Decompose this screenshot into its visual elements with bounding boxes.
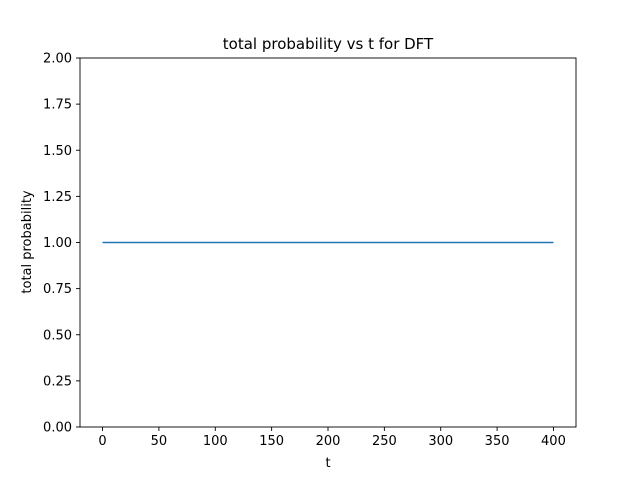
x-tick-label: 350 (485, 434, 510, 449)
y-tick-label: 1.00 (43, 236, 72, 251)
x-tick-label: 400 (541, 434, 566, 449)
plot-area (79, 57, 577, 428)
y-axis-label: total probability (20, 190, 35, 294)
x-tick-label: 200 (316, 434, 341, 449)
y-tick-label: 0.25 (43, 374, 72, 389)
x-tick-label: 50 (151, 434, 168, 449)
x-tick-label: 250 (372, 434, 397, 449)
chart-title: total probability vs t for DFT (223, 35, 434, 53)
y-tick-label: 2.00 (43, 52, 72, 67)
y-tick-label: 1.75 (43, 98, 72, 113)
x-tick-label: 300 (428, 434, 453, 449)
axis-ticks: 0 50 100 150 200 250 300 350 400 0.00 0.25 0.50 0.75… (43, 52, 566, 450)
y-tick-label: 0.00 (43, 421, 72, 436)
y-tick-label: 0.50 (43, 328, 72, 343)
x-tick-label: 0 (98, 434, 106, 449)
y-tick-label: 0.75 (43, 282, 72, 297)
x-tick-label: 150 (259, 434, 284, 449)
y-tick-label: 1.50 (43, 144, 72, 159)
x-axis-label: t (325, 456, 330, 471)
y-tick-label: 1.25 (43, 190, 72, 205)
x-tick-label: 100 (203, 434, 228, 449)
